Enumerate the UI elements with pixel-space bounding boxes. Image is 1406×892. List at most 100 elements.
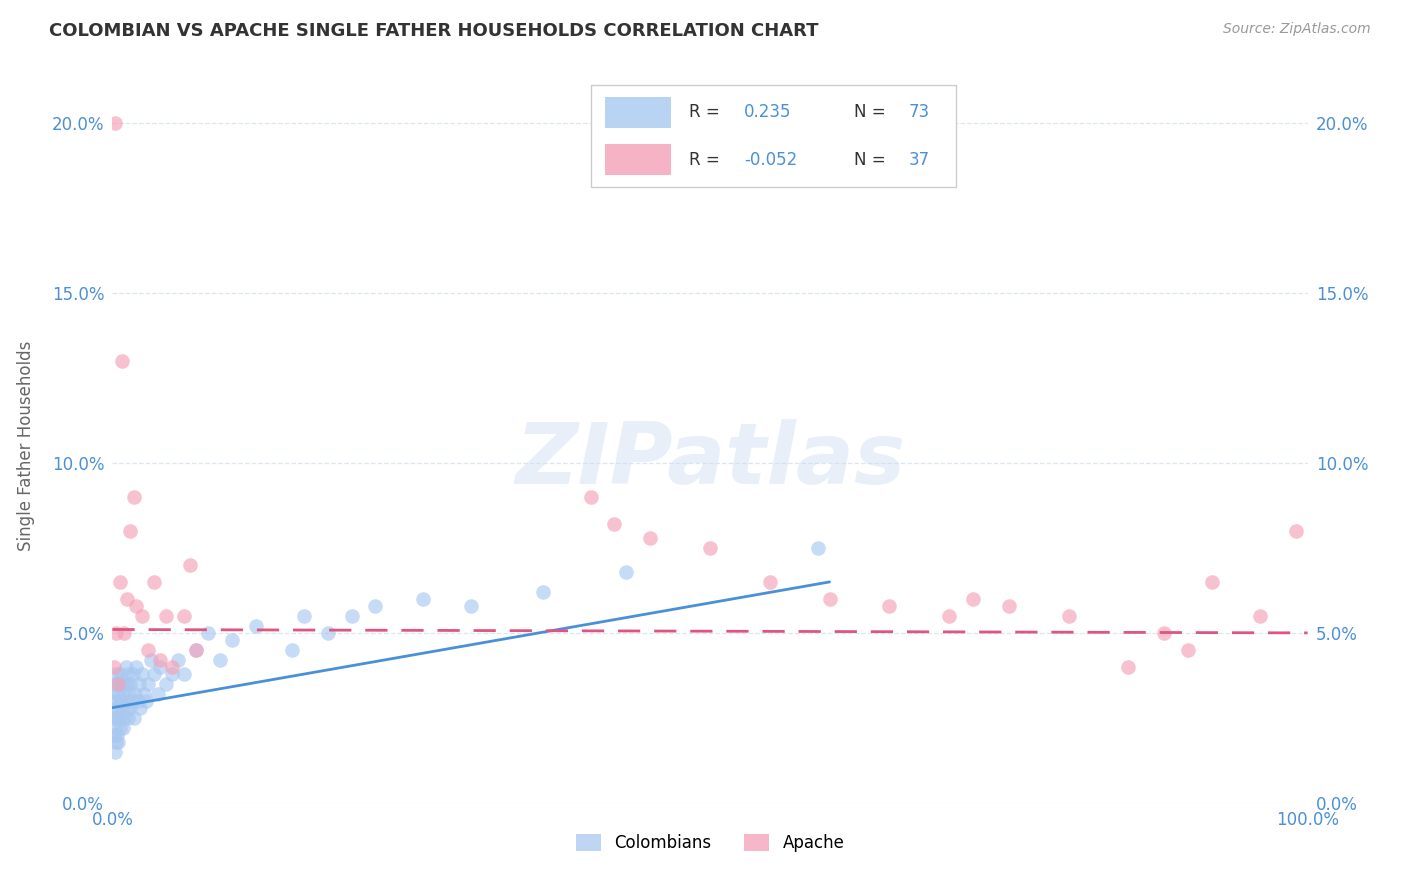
Point	[104, 745, 127, 759]
Point	[108, 574, 131, 589]
Point	[209, 653, 232, 667]
Point	[173, 666, 195, 681]
Point	[115, 591, 138, 606]
Point	[131, 608, 153, 623]
Point	[105, 666, 128, 681]
Text: 73: 73	[908, 103, 929, 121]
Point	[221, 632, 243, 647]
Point	[120, 677, 142, 691]
Point	[962, 591, 984, 606]
Point	[103, 711, 125, 725]
Point	[125, 599, 148, 613]
Point	[103, 660, 125, 674]
Point	[104, 677, 127, 691]
Point	[292, 608, 315, 623]
Y-axis label: Single Father Households: Single Father Households	[17, 341, 35, 551]
FancyBboxPatch shape	[591, 85, 956, 187]
Point	[759, 574, 782, 589]
Point	[938, 608, 960, 623]
Point	[1249, 608, 1271, 623]
Point	[112, 687, 135, 701]
Point	[107, 734, 129, 748]
Point	[105, 687, 128, 701]
Point	[108, 721, 131, 735]
Point	[117, 711, 139, 725]
Point	[108, 694, 131, 708]
Point	[818, 591, 841, 606]
Point	[281, 643, 304, 657]
Point	[121, 666, 143, 681]
Point	[1118, 660, 1140, 674]
Point	[114, 660, 136, 674]
Point	[197, 626, 219, 640]
Point	[149, 653, 172, 667]
Point	[143, 666, 166, 681]
Point	[640, 531, 662, 545]
Point	[107, 677, 129, 691]
Text: N =: N =	[853, 103, 890, 121]
Point	[111, 677, 134, 691]
Text: Source: ZipAtlas.com: Source: ZipAtlas.com	[1223, 22, 1371, 37]
Point	[107, 711, 129, 725]
Bar	[605, 97, 671, 128]
Point	[167, 653, 190, 667]
Point	[107, 687, 129, 701]
Point	[531, 585, 554, 599]
Point	[121, 694, 143, 708]
Point	[105, 700, 128, 714]
Point	[104, 700, 127, 714]
Point	[616, 565, 638, 579]
Point	[146, 687, 169, 701]
Point	[1057, 608, 1080, 623]
Text: COLOMBIAN VS APACHE SINGLE FATHER HOUSEHOLDS CORRELATION CHART: COLOMBIAN VS APACHE SINGLE FATHER HOUSEH…	[49, 22, 818, 40]
Point	[112, 721, 135, 735]
Point	[1177, 643, 1199, 657]
Point	[316, 626, 339, 640]
Point	[110, 711, 132, 725]
Point	[807, 541, 830, 555]
Point	[105, 677, 128, 691]
Point	[998, 599, 1021, 613]
Point	[127, 694, 149, 708]
Point	[155, 677, 177, 691]
Point	[879, 599, 901, 613]
Point	[103, 694, 125, 708]
Text: 0.235: 0.235	[744, 103, 792, 121]
Point	[105, 626, 128, 640]
Point	[460, 599, 482, 613]
Point	[699, 541, 721, 555]
Point	[1201, 574, 1223, 589]
Point	[110, 694, 132, 708]
Point	[110, 673, 132, 688]
Point	[114, 694, 135, 708]
Point	[120, 700, 142, 714]
Legend: Colombians, Apache: Colombians, Apache	[569, 827, 851, 859]
Point	[186, 643, 208, 657]
Point	[114, 677, 136, 691]
Point	[155, 608, 177, 623]
Point	[1153, 626, 1175, 640]
Point	[118, 687, 141, 701]
Text: N =: N =	[853, 151, 890, 169]
Text: R =: R =	[689, 151, 725, 169]
Point	[138, 677, 160, 691]
Bar	[605, 145, 671, 175]
Point	[114, 626, 135, 640]
Point	[122, 490, 145, 504]
Point	[340, 608, 363, 623]
Point	[1285, 524, 1308, 538]
Point	[114, 711, 135, 725]
Text: 37: 37	[908, 151, 929, 169]
Point	[412, 591, 434, 606]
Point	[138, 643, 160, 657]
Point	[149, 660, 172, 674]
Point	[108, 666, 131, 681]
Point	[105, 711, 128, 725]
Text: -0.052: -0.052	[744, 151, 797, 169]
Point	[105, 728, 128, 742]
Point	[117, 666, 139, 681]
Text: R =: R =	[689, 103, 725, 121]
Point	[122, 711, 145, 725]
Point	[115, 677, 138, 691]
Point	[105, 734, 128, 748]
